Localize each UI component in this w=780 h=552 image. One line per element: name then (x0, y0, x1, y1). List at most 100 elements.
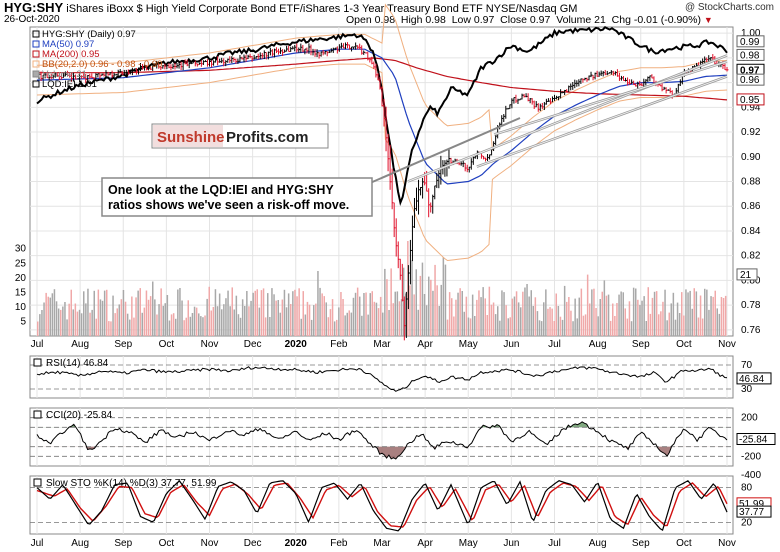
volume-bar (658, 314, 660, 336)
volume-bar (561, 319, 564, 336)
volume-bar (584, 314, 587, 336)
legend-entry: Volume 21 (42, 69, 87, 80)
volume-bar (582, 315, 585, 336)
volume-bar (572, 321, 574, 336)
sto-d-line (36, 482, 728, 528)
volume-bar (471, 294, 474, 336)
volume-bar (57, 308, 60, 336)
volume-bar (701, 318, 704, 336)
volume-bar (361, 315, 363, 336)
volume-bar (254, 290, 256, 336)
indicator-tick-label: -200 (741, 451, 761, 462)
volume-bar (461, 291, 463, 336)
volume-bar (319, 287, 321, 336)
volume-bar (248, 306, 250, 336)
volume-bar (210, 310, 212, 336)
volume-bar (87, 288, 89, 336)
legend-swatch (32, 30, 40, 38)
volume-bar (390, 268, 392, 336)
volume-bar (476, 299, 478, 336)
volume-bar (578, 297, 580, 336)
indicator-swatch (33, 358, 42, 367)
volume-bar (116, 308, 118, 336)
volume-bar (91, 309, 93, 336)
volume-bar (160, 288, 162, 336)
volume-bar (589, 303, 591, 336)
volume-bar (258, 307, 261, 336)
volume-bar (164, 303, 166, 336)
volume-bar (141, 312, 143, 336)
price-tick-label: 0.82 (741, 251, 761, 262)
ma50-line (36, 48, 728, 185)
volume-bar (166, 295, 169, 336)
legend-swatch (32, 80, 40, 88)
bottom-x-tick-label: Feb (330, 538, 348, 549)
volume-bar (697, 317, 700, 336)
close-value: Close 0.97 (500, 14, 551, 26)
volume-bar (712, 296, 714, 336)
volume-bar (555, 293, 557, 336)
volume-bar (168, 320, 171, 336)
volume-bar (135, 297, 137, 336)
volume-bar (244, 306, 246, 336)
volume-bar (507, 318, 509, 336)
ohlc-readout: Open 0.98 High 0.98 Low 0.97 Close 0.97 … (346, 14, 713, 26)
volume-bar (191, 313, 194, 336)
volume-bar (200, 316, 202, 336)
volume-bar (641, 300, 643, 336)
volume-bar (131, 296, 133, 336)
volume-bar (647, 287, 649, 336)
volume-tick-label: 20 (15, 273, 27, 284)
volume-bar (231, 287, 233, 336)
volume-bar (78, 309, 81, 336)
volume-bar (89, 312, 91, 336)
volume-bar (348, 310, 350, 336)
volume-bar (365, 292, 367, 336)
volume-bar (597, 316, 599, 336)
cci-badge-label: -25.84 (739, 434, 768, 445)
volume-bar (175, 318, 177, 336)
volume-bar (534, 297, 537, 336)
volume-bar (543, 302, 545, 336)
volume-bar (394, 291, 396, 336)
volume-bar (603, 280, 606, 336)
x-tick-label: Jul (31, 339, 44, 350)
volume-bar (147, 299, 150, 336)
volume-bar (423, 294, 426, 336)
volume-bar (382, 312, 384, 336)
volume-bar (538, 320, 541, 336)
volume-bar (469, 318, 472, 336)
volume-bar (482, 287, 484, 336)
volume-bar (463, 311, 465, 336)
volume-bar (137, 290, 139, 336)
volume-bar (607, 294, 610, 336)
volume-bar (225, 298, 227, 336)
volume-bar (666, 320, 668, 336)
volume-bar (218, 293, 221, 336)
volume-bar (290, 304, 292, 336)
volume-bar (145, 290, 148, 336)
volume-bar (693, 288, 695, 336)
volume-bar (515, 291, 518, 336)
volume-bar (371, 291, 373, 336)
x-tick-label: May (459, 339, 478, 350)
volume-bar (687, 292, 689, 336)
bottom-x-tick-label: May (459, 538, 478, 549)
volume-bar (375, 302, 378, 336)
stockcharts-credit[interactable]: @ StockCharts.com (684, 2, 774, 13)
price-badge-label: 0.97 (740, 65, 760, 76)
volume-bar (342, 299, 344, 336)
volume-bar (296, 296, 298, 336)
volume-bar (409, 285, 411, 336)
volume-bar (714, 290, 716, 336)
volume-bar (676, 302, 679, 336)
legend-entry: MA(50) 0.97 (42, 39, 94, 50)
volume-bar (74, 303, 77, 336)
volume-bar (595, 308, 597, 336)
price-badge (736, 48, 765, 61)
volume-bar (271, 288, 273, 336)
volume-bar (453, 316, 455, 336)
indicator-tick-label: -400 (741, 470, 761, 481)
volume-bar (526, 284, 528, 336)
volume-bar (338, 307, 340, 336)
